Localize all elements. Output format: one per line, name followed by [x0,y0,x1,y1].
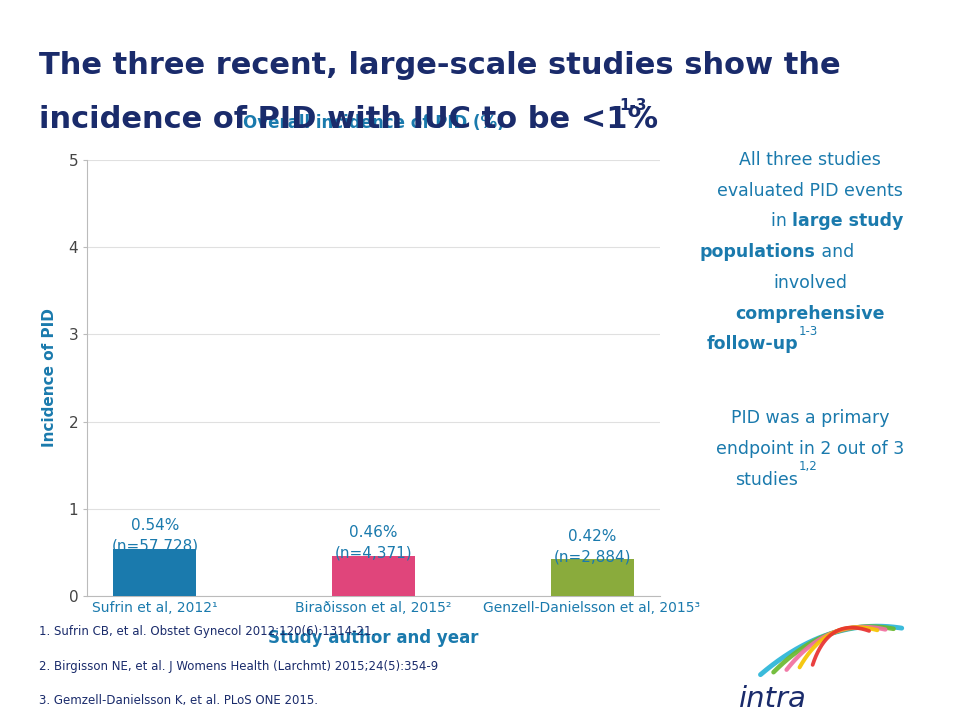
Text: 2. Birgisson NE, et al. J Womens Health (Larchmt) 2015;24(5):354-9: 2. Birgisson NE, et al. J Womens Health … [39,659,438,672]
Text: follow-up: follow-up [706,335,797,353]
Text: large study: large study [792,212,903,230]
Text: (n=57,728): (n=57,728) [111,539,199,553]
Bar [331,556,415,596]
Text: 1-3: 1-3 [797,325,817,338]
Text: studies: studies [735,471,797,489]
Y-axis label: Incidence of PID: Incidence of PID [43,308,57,448]
Text: 0.42%: 0.42% [567,529,615,544]
Text: populations: populations [700,243,815,261]
Text: All three studies: All three studies [738,150,880,169]
Text: in: in [770,212,792,230]
Text: (n=2,884): (n=2,884) [552,549,630,564]
Text: 3. Gemzell-Danielsson K, et al. PLoS ONE 2015.: 3. Gemzell-Danielsson K, et al. PLoS ONE… [39,694,318,707]
Text: 1-3: 1-3 [618,98,645,113]
Text: The three recent, large-scale studies show the: The three recent, large-scale studies sh… [39,51,839,80]
Text: (n=4,371): (n=4,371) [334,545,412,561]
Text: intra: intra [738,685,806,713]
Bar [550,560,633,596]
Text: evaluated PID events: evaluated PID events [716,182,902,199]
Bar [113,549,196,596]
Text: 0.46%: 0.46% [349,526,397,540]
Text: PID was a primary: PID was a primary [730,409,889,427]
Text: and: and [815,243,853,261]
X-axis label: Study author and year: Study author and year [267,629,479,647]
Text: incidence of PID with IUC to be <1%: incidence of PID with IUC to be <1% [39,105,657,134]
Text: Overall incidence of PID (%): Overall incidence of PID (%) [242,113,504,132]
Text: involved: involved [772,274,846,292]
Text: 0.54%: 0.54% [131,518,179,534]
Text: 1,2: 1,2 [797,460,816,473]
Text: endpoint in 2 out of 3: endpoint in 2 out of 3 [715,440,903,458]
Text: comprehensive: comprehensive [735,305,884,323]
Text: 1. Sufrin CB, et al. Obstet Gynecol 2012;120(6):1314-21.: 1. Sufrin CB, et al. Obstet Gynecol 2012… [39,624,375,638]
